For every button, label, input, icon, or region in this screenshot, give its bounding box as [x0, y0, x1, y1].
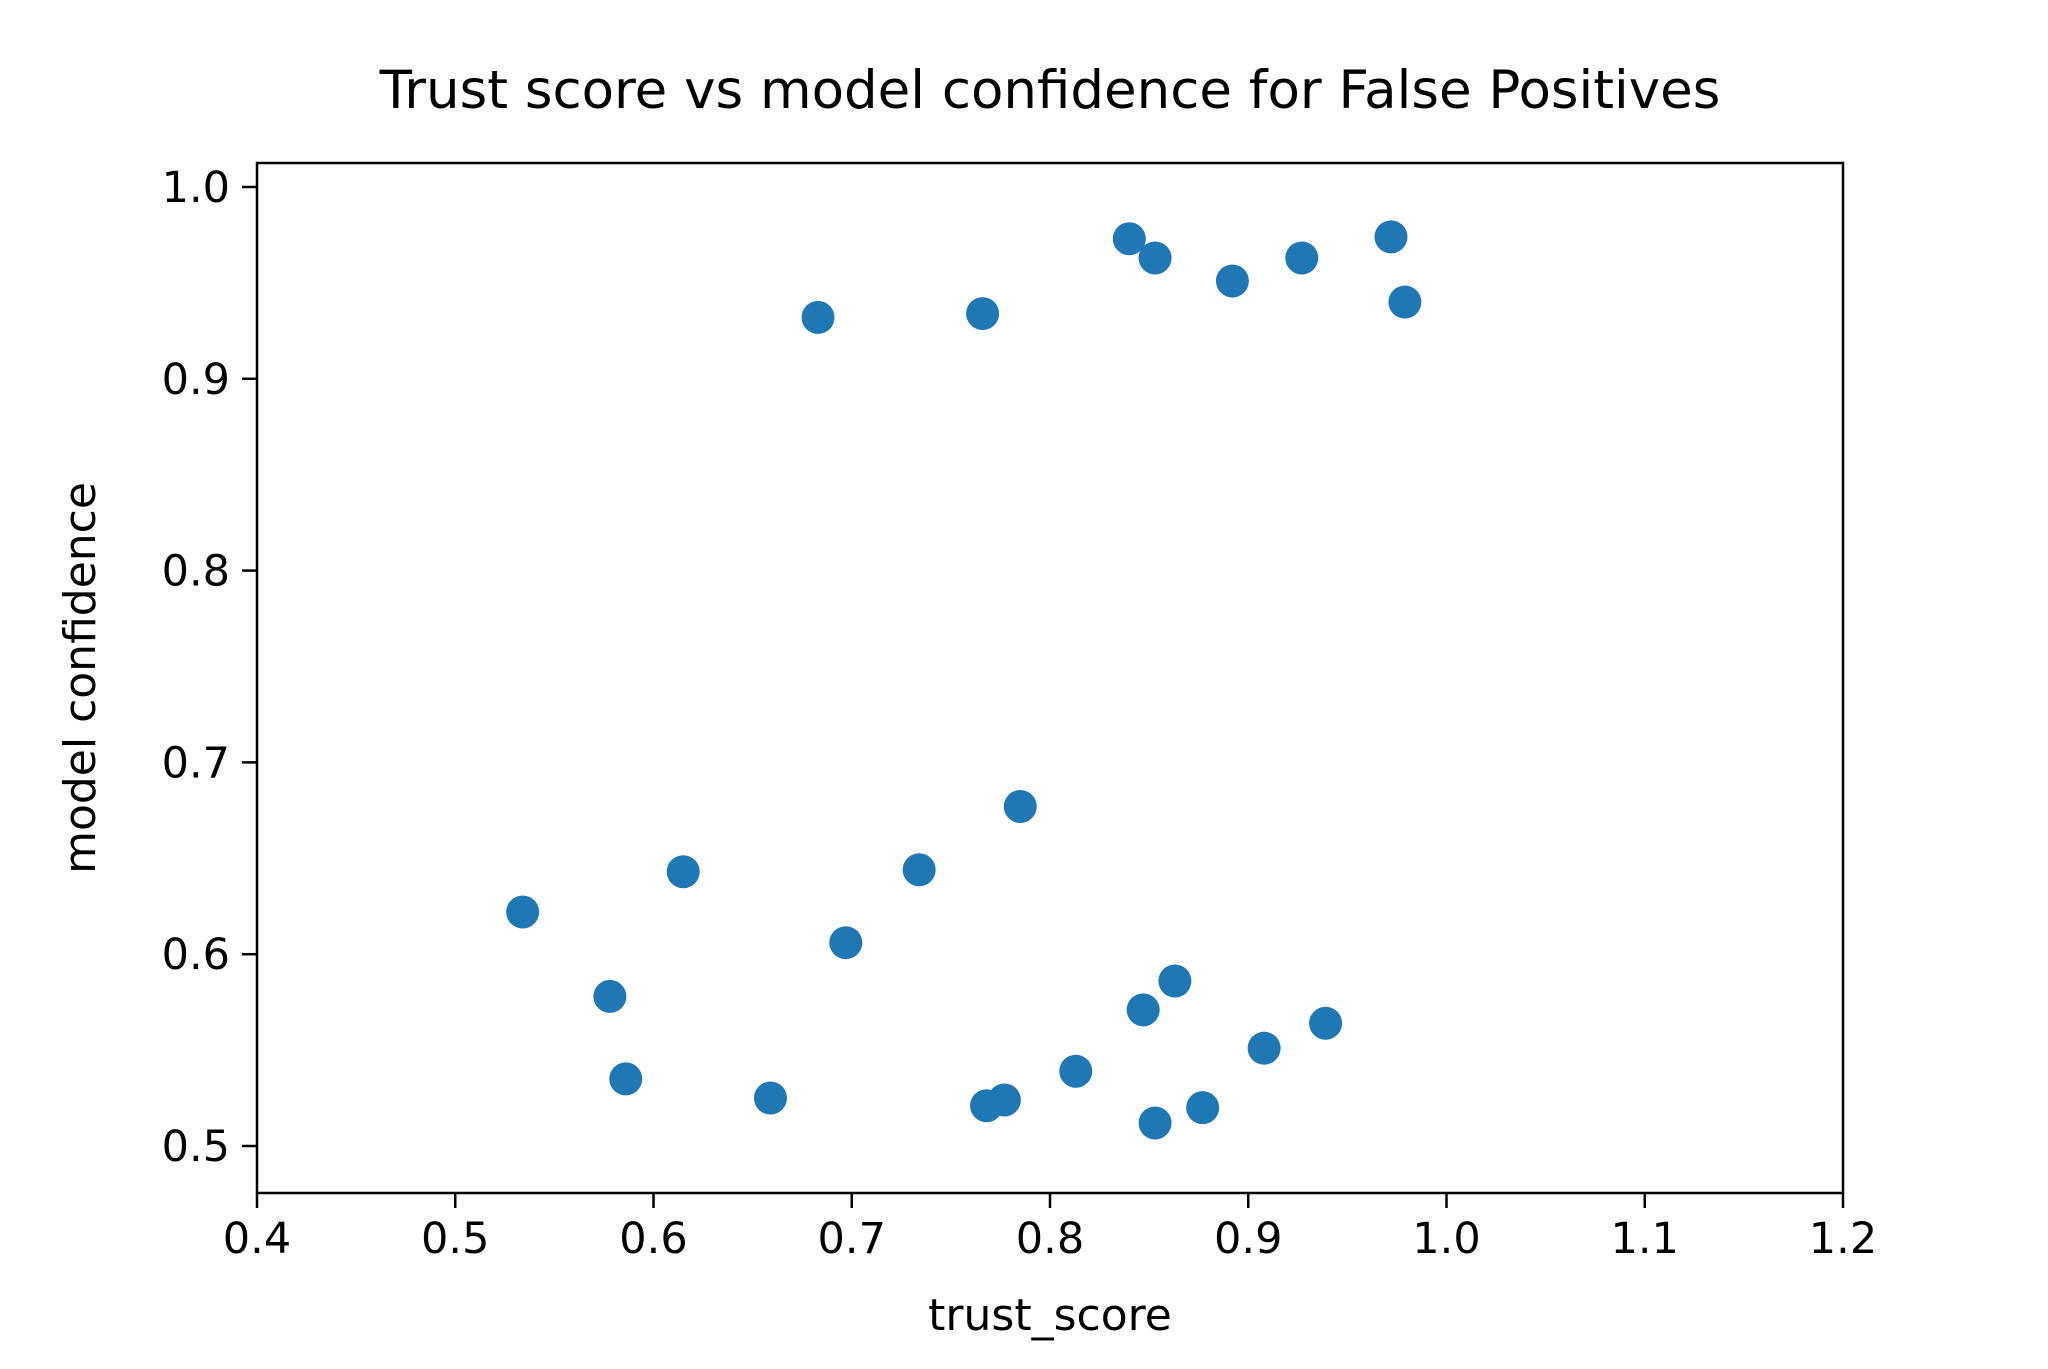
data-point [753, 1081, 787, 1115]
data-point [1186, 1091, 1220, 1125]
data-point [902, 853, 936, 887]
y-tick-label: 0.9 [162, 355, 230, 405]
y-axis-label: model confidence [55, 482, 106, 874]
data-point [987, 1083, 1021, 1117]
y-axis-ticks: 0.5 0.6 0.7 0.8 0.9 1.0 [162, 163, 257, 1172]
x-tick-label: 0.5 [421, 1214, 489, 1264]
data-point [1215, 264, 1249, 298]
x-tick-label: 1.0 [1412, 1214, 1480, 1264]
scatter-points [506, 220, 1422, 1140]
data-point [1059, 1054, 1093, 1088]
x-tick-label: 0.6 [619, 1214, 687, 1264]
data-point [593, 979, 627, 1013]
chart-title: Trust score vs model confidence for Fals… [379, 60, 1721, 121]
data-point [1158, 964, 1192, 998]
data-point [666, 855, 700, 889]
data-point [1003, 790, 1037, 824]
data-point [966, 297, 1000, 331]
data-point [1309, 1006, 1343, 1040]
x-tick-label: 0.7 [818, 1214, 886, 1264]
x-tick-label: 0.9 [1214, 1214, 1282, 1264]
y-tick-label: 1.0 [162, 163, 230, 213]
data-point [1388, 285, 1422, 319]
x-tick-label: 0.4 [223, 1214, 291, 1264]
y-tick-label: 0.8 [162, 547, 230, 597]
data-point [1138, 241, 1172, 275]
y-tick-label: 0.6 [162, 930, 230, 980]
data-point [829, 926, 863, 960]
plot-area [255, 161, 1845, 1195]
x-tick-label: 1.2 [1809, 1214, 1877, 1264]
x-axis-label: trust_score [928, 1290, 1172, 1341]
data-point [1285, 241, 1319, 275]
y-tick-label: 0.7 [162, 738, 230, 788]
x-tick-label: 1.1 [1611, 1214, 1679, 1264]
x-axis-ticks: 0.4 0.5 0.6 0.7 0.8 0.9 1.0 1.1 1.2 [223, 1193, 1877, 1264]
y-tick-label: 0.5 [162, 1122, 230, 1172]
data-point [1126, 993, 1160, 1027]
data-point [1374, 220, 1408, 254]
data-point [1138, 1106, 1172, 1140]
data-point [609, 1062, 643, 1096]
data-point [801, 300, 835, 334]
x-tick-label: 0.8 [1016, 1214, 1084, 1264]
data-point [506, 895, 540, 929]
data-point [1112, 222, 1146, 256]
data-point [1247, 1031, 1281, 1065]
